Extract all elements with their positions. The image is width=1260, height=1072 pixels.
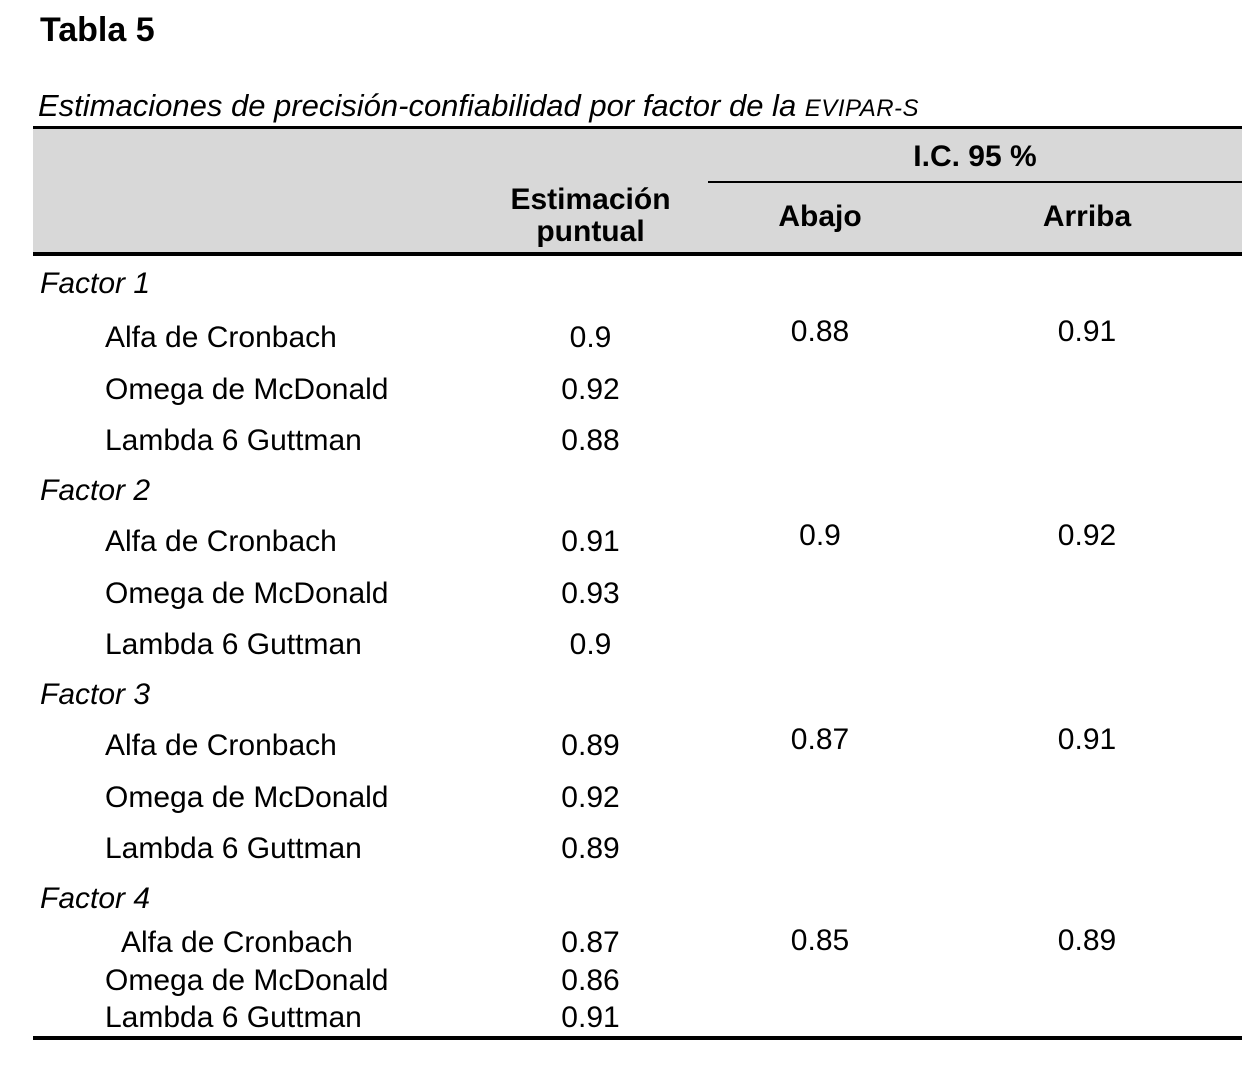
ci-subheaders: Abajo Arriba [708, 183, 1242, 252]
ci-low-value: 0.87 [790, 722, 850, 756]
metric-label: Lambda 6 Guttman [105, 423, 362, 457]
column-header-estimation: Estimación puntual [510, 182, 671, 249]
factor-label: Factor 2 [40, 473, 151, 507]
metric-label: Alfa de Cronbach [105, 524, 337, 558]
factor-label: Factor 4 [40, 881, 151, 915]
metric-row: Alfa de Cronbach 0.87 0.85 0.89 [33, 924, 1242, 962]
metric-row: Lambda 6 Guttman 0.9 [33, 620, 1242, 670]
metric-label: Omega de McDonald [105, 576, 389, 610]
ci-low-value: 0.85 [790, 923, 850, 957]
metric-value: 0.86 [561, 963, 620, 997]
metric-value: 0.88 [561, 423, 620, 457]
factor-row: Factor 4 [33, 874, 1242, 924]
factor-label: Factor 1 [40, 266, 151, 300]
table-caption-text: Estimaciones de precisión-confiabilidad … [38, 87, 805, 123]
reliability-table: Estimación puntual I.C. 95 % Abajo Arrib… [33, 125, 1242, 1040]
factor-row: Factor 3 [33, 670, 1242, 720]
metric-row: Omega de McDonald 0.92 [33, 772, 1242, 824]
metric-value: 0.91 [561, 524, 620, 558]
metric-label: Lambda 6 Guttman [105, 627, 362, 661]
metric-label: Omega de McDonald [105, 780, 389, 814]
table-caption: Estimaciones de precisión-confiabilidad … [38, 87, 1242, 126]
factor-row: Factor 2 [33, 466, 1242, 516]
metric-row: Omega de McDonald 0.92 [33, 364, 1242, 416]
ci-high-value: 0.92 [1057, 518, 1117, 552]
metric-row: Lambda 6 Guttman 0.89 [33, 824, 1242, 874]
ci-low-value: 0.9 [799, 518, 841, 552]
metric-value: 0.92 [561, 780, 620, 814]
table-caption-acronym: EVIPAR-S [804, 94, 920, 122]
metric-label: Lambda 6 Guttman [105, 831, 362, 865]
ci-high-value: 0.89 [1057, 923, 1117, 957]
metric-label: Alfa de Cronbach [105, 728, 337, 762]
metric-row: Omega de McDonald 0.93 [33, 568, 1242, 620]
metric-row: Omega de McDonald 0.86 [33, 962, 1242, 1000]
ci-high-value: 0.91 [1057, 314, 1117, 348]
metric-label: Alfa de Cronbach [121, 925, 353, 959]
factor-row: Factor 1 [33, 256, 1242, 312]
column-header-ci-high: Arriba [1042, 200, 1132, 234]
factor-label: Factor 3 [40, 677, 151, 711]
ci-low-value: 0.88 [790, 314, 850, 348]
metric-row: Alfa de Cronbach 0.89 0.87 0.91 [33, 720, 1242, 772]
metric-value: 0.89 [561, 831, 620, 865]
metric-row: Lambda 6 Guttman 0.91 [33, 1000, 1242, 1036]
metric-label: Omega de McDonald [105, 372, 389, 406]
table-body: Factor 1 Alfa de Cronbach 0.9 0.88 0.91 … [33, 256, 1242, 1040]
metric-label: Omega de McDonald [105, 963, 389, 997]
table-number: Tabla 5 [40, 11, 155, 49]
column-header-ci: I.C. 95 % [708, 129, 1242, 183]
metric-value: 0.92 [561, 372, 620, 406]
column-header-ci-low: Abajo [778, 200, 862, 234]
table-header: Estimación puntual I.C. 95 % Abajo Arrib… [33, 125, 1242, 256]
metric-row: Alfa de Cronbach 0.9 0.88 0.91 [33, 312, 1242, 364]
ci-header-group: I.C. 95 % Abajo Arriba [708, 129, 1242, 252]
metric-value: 0.89 [561, 728, 620, 762]
metric-value: 0.9 [569, 320, 612, 354]
metric-value: 0.9 [569, 627, 612, 661]
metric-label: Alfa de Cronbach [105, 320, 337, 354]
metric-label: Lambda 6 Guttman [105, 1000, 362, 1034]
metric-value: 0.87 [561, 925, 620, 959]
metric-row: Alfa de Cronbach 0.91 0.9 0.92 [33, 516, 1242, 568]
metric-value: 0.93 [561, 576, 620, 610]
header-empty-cell [33, 129, 473, 252]
metric-value: 0.91 [561, 1000, 620, 1034]
ci-high-value: 0.91 [1057, 722, 1117, 756]
table-figure: Tabla 5 Estimaciones de precisión-confia… [33, 10, 1242, 1040]
metric-row: Lambda 6 Guttman 0.88 [33, 416, 1242, 466]
